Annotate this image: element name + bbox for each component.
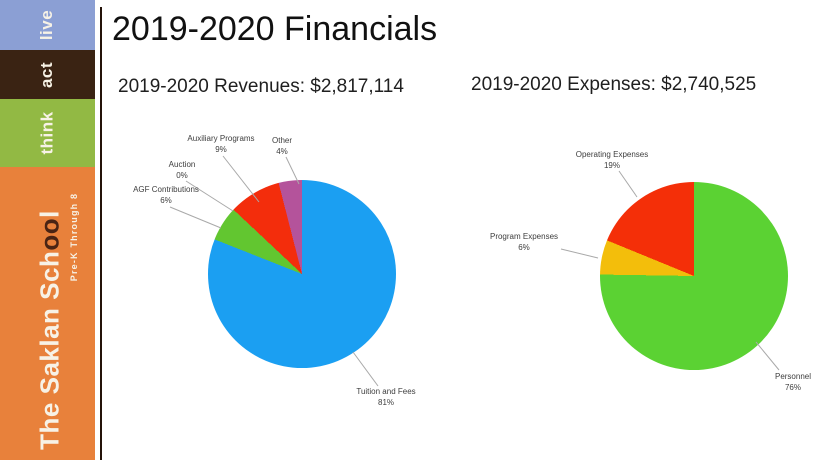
pie-label-name: Program Expenses xyxy=(489,232,559,241)
pie-label-tuition-and-fees: Tuition and Fees 81% xyxy=(356,386,415,408)
sidebar-block-act: act xyxy=(0,50,95,99)
revenues-chart-title: 2019-2020 Revenues: $2,817,114 xyxy=(118,76,404,97)
leader-line-operating-expenses xyxy=(618,170,638,198)
expenses-chart-title: 2019-2020 Expenses: $2,740,525 xyxy=(471,74,757,95)
pie-label-operating-expenses: Operating Expenses 19% xyxy=(576,149,649,171)
pie-label-pct: 81% xyxy=(377,398,395,407)
pie-label-pct: 4% xyxy=(276,147,288,156)
motto-think-label: think xyxy=(37,111,57,155)
leader-line-personnel xyxy=(755,341,780,371)
sidebar-divider-line xyxy=(100,7,102,460)
pie-label-pct: 76% xyxy=(784,383,801,392)
pie-label-auction: Auction 0% xyxy=(169,159,196,181)
pie-label-name: Tuition and Fees xyxy=(356,387,416,396)
school-subtitle: Pre-K Through 8 xyxy=(69,192,79,282)
leader-line-program-expenses xyxy=(560,248,599,259)
sidebar-block-school: The Saklan School Pre-K Through 8 xyxy=(0,167,95,460)
pie-label-pct: 9% xyxy=(215,145,227,154)
motto-act-label: act xyxy=(37,61,57,88)
pie-label-pct: 6% xyxy=(518,243,530,252)
leader-line-agf-contributions xyxy=(169,206,222,229)
pie-label-name: Personnel xyxy=(774,372,812,381)
sidebar: live act think The Saklan School Pre-K T… xyxy=(0,0,95,460)
sidebar-block-live: live xyxy=(0,0,95,50)
pie-label-name: Other xyxy=(271,136,293,145)
pie-label-program-expenses: Program Expenses 6% xyxy=(490,231,558,253)
motto-live-label: live xyxy=(37,9,57,41)
sidebar-block-think: think xyxy=(0,99,95,167)
pie-label-pct: 6% xyxy=(160,196,172,205)
revenues-pie-chart xyxy=(208,180,396,368)
pie-label-personnel: Personnel 76% xyxy=(775,371,811,393)
page-title: 2019-2020 Financials xyxy=(112,10,438,48)
pie-label-name: Auxiliary Programs xyxy=(187,134,255,143)
pie-label-other: Other 4% xyxy=(272,135,292,157)
school-name-prefix: The Saklan Sch xyxy=(34,250,65,450)
pie-label-pct: 19% xyxy=(603,161,620,170)
school-name: The Saklan School xyxy=(35,210,66,450)
leader-line-tuition-and-fees xyxy=(352,351,379,387)
pie-label-agf-contributions: AGF Contributions 6% xyxy=(133,184,199,206)
pie-label-name: Operating Expenses xyxy=(575,150,649,159)
pie-label-name: AGF Contributions xyxy=(133,185,199,194)
pie-label-pct: 0% xyxy=(176,171,188,180)
pie-label-name: Auction xyxy=(168,160,196,169)
expenses-pie-chart xyxy=(600,182,788,370)
school-name-oo: oo xyxy=(34,217,65,251)
school-name-suffix: l xyxy=(34,210,65,218)
pie-label-auxiliary-programs: Auxiliary Programs 9% xyxy=(187,133,254,155)
